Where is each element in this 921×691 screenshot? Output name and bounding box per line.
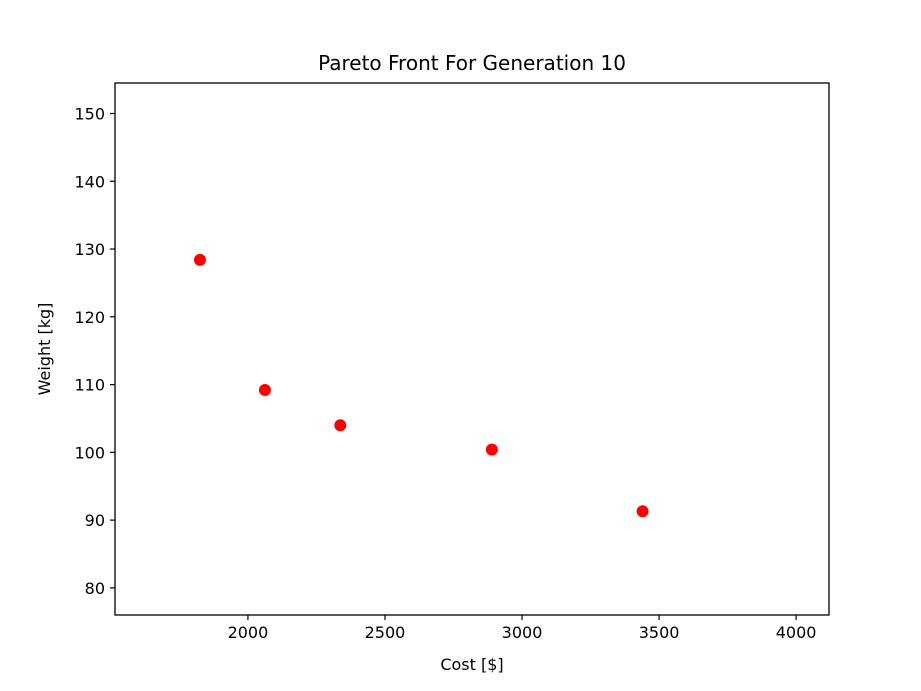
- data-point: [636, 505, 649, 518]
- data-point: [334, 419, 347, 432]
- y-axis-label: Weight [kg]: [35, 303, 54, 396]
- data-point: [258, 384, 271, 397]
- y-tick-label: 110: [74, 376, 105, 395]
- data-point: [193, 253, 206, 266]
- x-tick-label: 4000: [776, 623, 817, 642]
- y-tick-label: 140: [74, 172, 105, 191]
- axis-ticks: 2000 2500 3000 3500 4000 80 90 100 110 120 130 140 1…: [74, 104, 816, 642]
- x-tick-label: 2000: [228, 623, 269, 642]
- y-tick-label: 120: [74, 308, 105, 327]
- y-tick-label: 80: [85, 579, 105, 598]
- data-point: [485, 443, 498, 456]
- x-tick-label: 3500: [639, 623, 680, 642]
- chart-title: Pareto Front For Generation 10: [318, 51, 626, 75]
- x-tick-label: 2500: [365, 623, 406, 642]
- plot-frame: [114, 82, 830, 616]
- x-axis-label: Cost [$]: [440, 655, 503, 674]
- y-tick-label: 130: [74, 240, 105, 259]
- y-tick-label: 150: [74, 104, 105, 123]
- x-tick-label: 3000: [502, 623, 543, 642]
- data-points: [193, 253, 649, 518]
- y-tick-label: 100: [74, 443, 105, 462]
- y-tick-label: 90: [85, 511, 105, 530]
